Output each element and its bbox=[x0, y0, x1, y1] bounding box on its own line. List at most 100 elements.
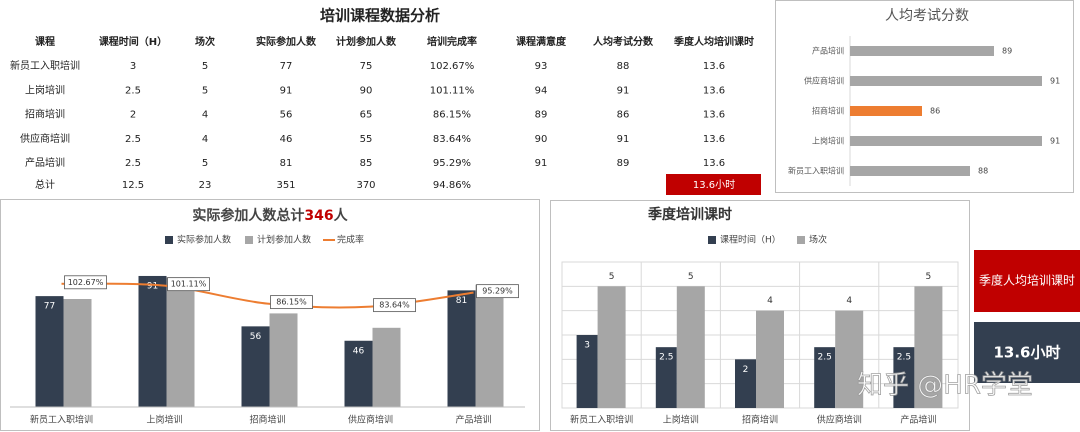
data-label: 4 bbox=[767, 296, 773, 306]
table-cell: 13.6 bbox=[703, 134, 725, 145]
table-cell: 90 bbox=[360, 85, 373, 96]
table-cell: 4 bbox=[202, 110, 208, 121]
legend-label: 场次 bbox=[809, 234, 827, 246]
table-cell: 供应商培训 bbox=[20, 132, 70, 145]
data-label-box bbox=[64, 275, 107, 290]
column-header: 培训完成率 bbox=[427, 35, 477, 48]
chart-title: 人均考试分数 bbox=[885, 8, 969, 24]
table-cell: 新员工入职培训 bbox=[10, 59, 80, 72]
table-cell: 46 bbox=[280, 134, 293, 145]
total-cell: 94.86% bbox=[433, 180, 471, 191]
bar bbox=[835, 310, 864, 408]
column-header: 课程满意度 bbox=[516, 35, 567, 48]
table-cell: 93 bbox=[535, 61, 548, 72]
bar bbox=[63, 299, 92, 407]
total-cell: 总计 bbox=[35, 178, 55, 191]
table-cell: 产品培训 bbox=[25, 156, 65, 169]
score-panel bbox=[775, 0, 1074, 193]
x-tick-label: 供应商培训 bbox=[817, 414, 862, 426]
table-cell: 86.15% bbox=[433, 110, 471, 121]
data-label: 77 bbox=[44, 302, 55, 312]
x-tick-label: 产品培训 bbox=[455, 414, 491, 426]
title-suffix: 人 bbox=[334, 207, 349, 224]
data-label: 3 bbox=[584, 341, 590, 351]
table-cell: 3 bbox=[130, 61, 136, 72]
table-cell: 上岗培训 bbox=[25, 83, 65, 96]
bar bbox=[344, 340, 373, 407]
data-label: 81 bbox=[456, 296, 467, 306]
table-cell: 65 bbox=[360, 110, 373, 121]
table-cell: 102.67% bbox=[430, 61, 475, 72]
bar bbox=[756, 310, 784, 408]
bar bbox=[850, 46, 994, 56]
data-label: 95.29% bbox=[482, 287, 513, 296]
bar bbox=[166, 277, 195, 407]
column-header: 课程 bbox=[35, 35, 55, 48]
legend-label: 实际参加人数 bbox=[177, 234, 231, 246]
table-cell: 2.5 bbox=[125, 85, 141, 96]
bar bbox=[475, 284, 504, 407]
legend-label: 完成率 bbox=[337, 234, 364, 246]
legend-label: 课程时间（H） bbox=[720, 234, 781, 246]
data-label: 2.5 bbox=[659, 353, 673, 363]
table-cell: 2.5 bbox=[125, 158, 141, 169]
total-highlight: 13.6小时 bbox=[693, 179, 735, 191]
data-label: 2 bbox=[743, 365, 749, 375]
bar bbox=[372, 327, 401, 407]
x-tick-label: 上岗培训 bbox=[146, 414, 182, 426]
x-tick-label: 招商培训 bbox=[249, 414, 285, 426]
bar bbox=[676, 286, 705, 408]
bar bbox=[241, 326, 270, 407]
data-label: 83.64% bbox=[379, 301, 410, 310]
data-label: 89 bbox=[1002, 47, 1012, 56]
data-label: 5 bbox=[688, 272, 694, 282]
data-label: 5 bbox=[609, 272, 615, 282]
data-label: 56 bbox=[250, 332, 262, 342]
y-tick-label: 上岗培训 bbox=[812, 136, 844, 146]
x-tick-label: 产品培训 bbox=[900, 414, 936, 426]
table-cell: 4 bbox=[202, 134, 208, 145]
data-label-box bbox=[167, 277, 210, 292]
table-cell: 5 bbox=[202, 61, 208, 72]
x-tick-label: 招商培训 bbox=[742, 414, 778, 426]
data-label: 91 bbox=[1050, 77, 1060, 86]
bar bbox=[269, 313, 298, 407]
data-label: 2.5 bbox=[897, 353, 911, 363]
y-tick-label: 新员工入职培训 bbox=[788, 166, 844, 176]
table-cell: 91 bbox=[617, 134, 630, 145]
bar bbox=[655, 347, 677, 408]
bar bbox=[814, 347, 836, 408]
bar bbox=[850, 76, 1042, 86]
table-cell: 55 bbox=[360, 134, 373, 145]
table-cell: 13.6 bbox=[703, 158, 725, 169]
table-cell: 2.5 bbox=[125, 134, 141, 145]
table-cell: 2 bbox=[130, 110, 136, 121]
table-cell: 91 bbox=[280, 85, 293, 96]
bar bbox=[35, 296, 64, 407]
card-value-bg bbox=[974, 322, 1080, 383]
table-title: 培训课程数据分析 bbox=[320, 7, 440, 25]
total-highlight-bg bbox=[666, 174, 761, 195]
table-cell: 13.6 bbox=[703, 110, 725, 121]
data-label: 5 bbox=[926, 272, 932, 282]
data-label-box bbox=[373, 298, 416, 313]
watermark: 知乎 @HR学堂 bbox=[857, 371, 1033, 401]
data-label: 102.67% bbox=[68, 278, 104, 287]
table-cell: 77 bbox=[280, 61, 293, 72]
bar bbox=[850, 106, 922, 116]
table-cell: 13.6 bbox=[703, 85, 725, 96]
table-cell: 83.64% bbox=[433, 134, 471, 145]
y-tick-label: 产品培训 bbox=[812, 46, 844, 56]
bar bbox=[893, 347, 915, 408]
legend-marker bbox=[797, 236, 805, 244]
total-cell: 23 bbox=[199, 180, 212, 191]
title-highlight: 346 bbox=[304, 208, 333, 224]
table-cell: 56 bbox=[280, 110, 293, 121]
data-label: 2.5 bbox=[818, 353, 832, 363]
data-label: 4 bbox=[846, 296, 852, 306]
legend-marker bbox=[708, 236, 716, 244]
table-cell: 75 bbox=[360, 61, 373, 72]
table-cell: 85 bbox=[360, 158, 373, 169]
table-cell: 招商培训 bbox=[25, 108, 65, 121]
